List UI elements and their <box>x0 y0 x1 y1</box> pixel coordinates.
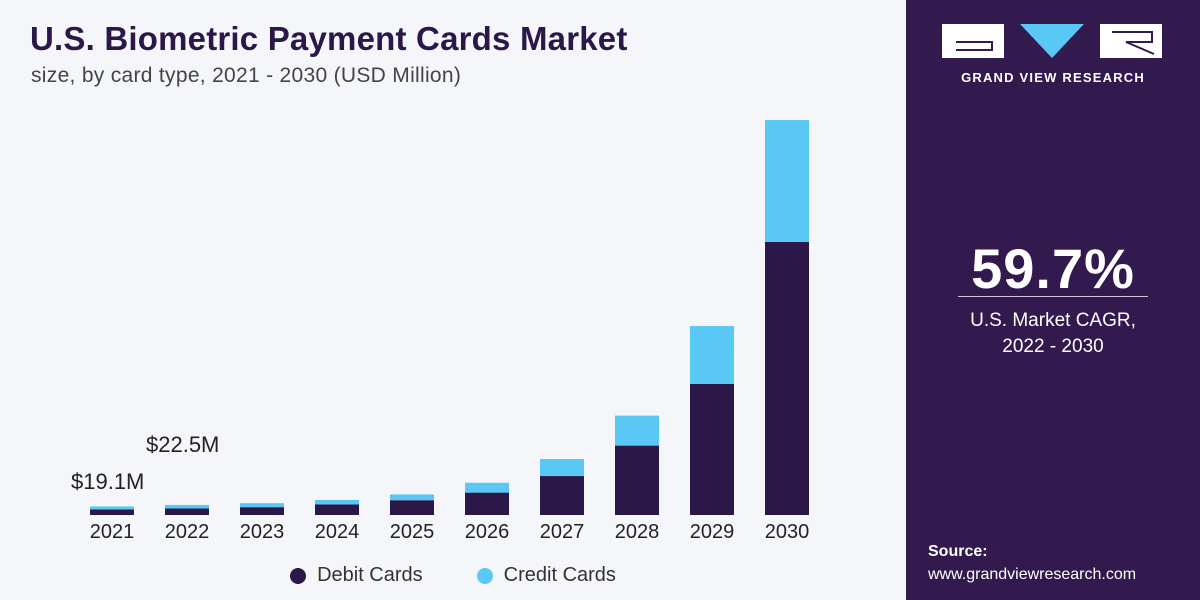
bar-credit-2024 <box>315 499 359 505</box>
chart-panel: U.S. Biometric Payment Cards Market size… <box>0 20 906 587</box>
annotation-2021: $19.1M <box>71 469 144 494</box>
x-tick-2024: 2024 <box>315 521 360 543</box>
x-tick-2030: 2030 <box>765 521 810 543</box>
bar-debit-2026 <box>465 492 509 515</box>
x-tick-2029: 2029 <box>690 521 735 543</box>
chart-subtitle: size, by card type, 2021 - 2030 (USD Mil… <box>31 64 462 87</box>
legend-item-credit: Credit Cards <box>476 564 616 587</box>
bar-credit-2028 <box>615 415 659 446</box>
cagr-value: 59.7% <box>971 237 1135 300</box>
bar-credit-2026 <box>465 482 509 493</box>
legend-swatch-credit <box>476 567 493 584</box>
chart-legend: Debit Cards Credit Cards <box>0 564 906 587</box>
bar-debit-2021 <box>90 509 134 515</box>
x-tick-2023: 2023 <box>240 521 285 543</box>
x-tick-2022: 2022 <box>165 521 210 543</box>
source-link[interactable]: www.grandviewresearch.com <box>928 566 1137 583</box>
bar-debit-2023 <box>240 507 284 515</box>
annotation-2022: $22.5M <box>146 432 219 457</box>
cagr-divider <box>958 296 1148 297</box>
bar-credit-2027 <box>540 459 584 477</box>
bar-debit-2030 <box>765 241 809 515</box>
x-tick-2026: 2026 <box>465 521 510 543</box>
x-tick-2021: 2021 <box>90 521 135 543</box>
gvr-logo-icon <box>942 24 1162 58</box>
brand-name: GRAND VIEW RESEARCH <box>961 70 1145 85</box>
bar-credit-2030 <box>765 120 809 242</box>
bar-credit-2029 <box>690 326 734 384</box>
legend-label-credit: Credit Cards <box>503 564 616 586</box>
cagr-label-line1: U.S. Market CAGR, <box>970 310 1136 331</box>
bar-debit-2022 <box>165 508 209 515</box>
info-panel: GRAND VIEW RESEARCH 59.7% U.S. Market CA… <box>906 0 1200 600</box>
x-tick-2027: 2027 <box>540 521 585 543</box>
bar-debit-2025 <box>390 500 434 515</box>
legend-swatch-debit <box>290 567 307 584</box>
bar-debit-2029 <box>690 383 734 515</box>
bar-credit-2025 <box>390 494 434 501</box>
bar-credit-2021 <box>90 506 134 510</box>
bar-debit-2024 <box>315 504 359 515</box>
cagr-label-line2: 2022 - 2030 <box>1002 336 1104 357</box>
brand-logo: GRAND VIEW RESEARCH <box>942 20 1164 92</box>
x-tick-2028: 2028 <box>615 521 660 543</box>
source-label: Source: <box>928 543 988 560</box>
bar-credit-2023 <box>240 503 284 508</box>
x-tick-2025: 2025 <box>390 521 435 543</box>
cagr-label: U.S. Market CAGR, 2022 - 2030 <box>906 308 1200 360</box>
bar-credit-2022 <box>165 504 209 509</box>
bar-debit-2028 <box>615 445 659 515</box>
legend-label-debit: Debit Cards <box>317 564 423 586</box>
bar-debit-2027 <box>540 476 584 515</box>
bar-chart: 2021 2022 2023 2024 2025 2026 2027 2028 2029 2030… <box>71 120 810 543</box>
chart-title: U.S. Biometric Payment Cards Market <box>30 20 628 57</box>
legend-item-debit: Debit Cards <box>290 564 423 587</box>
